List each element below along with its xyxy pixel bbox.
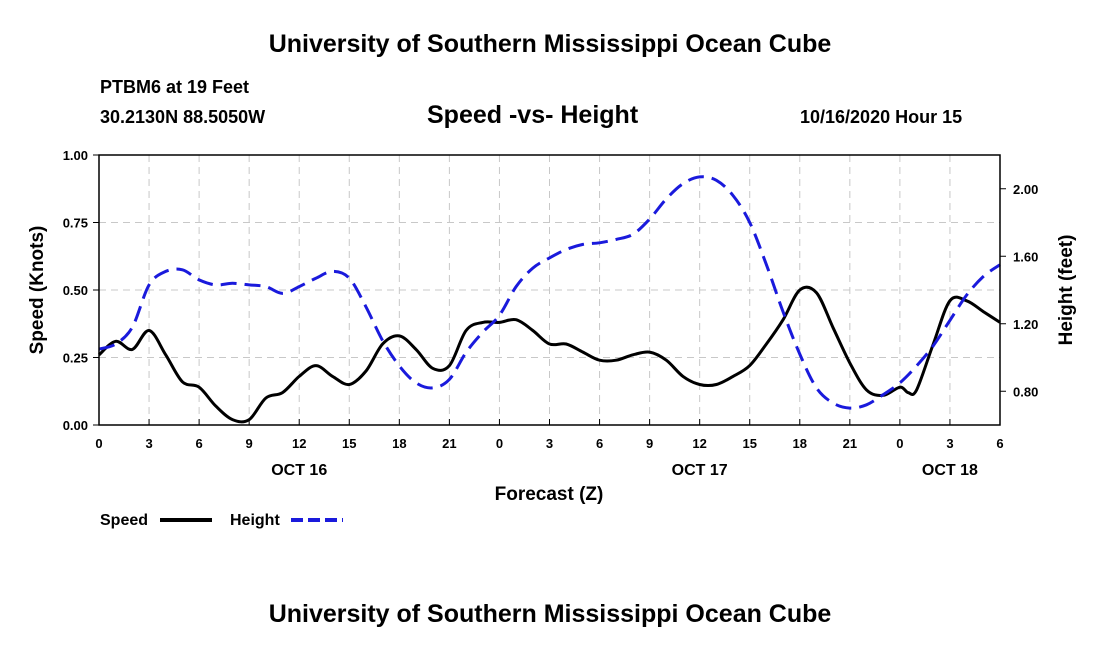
- station-label: PTBM6 at 19 Feet: [100, 77, 250, 97]
- grid: [99, 155, 1000, 425]
- x-tick-label: 6: [195, 436, 202, 451]
- x-tick-label: 0: [896, 436, 903, 451]
- x-tick-label: 12: [692, 436, 706, 451]
- x-tick-label: 9: [646, 436, 653, 451]
- page-title-bottom: University of Southern Mississippi Ocean…: [268, 600, 832, 628]
- x-tick-label: 3: [145, 436, 152, 451]
- x-tick-label: 0: [496, 436, 503, 451]
- y2-axis-title: Height (feet): [1056, 235, 1077, 346]
- x-tick-label: 18: [793, 436, 807, 451]
- y2-tick-label: 2.00: [1013, 182, 1038, 197]
- date-label: OCT 16: [271, 462, 327, 479]
- axis-ticks: 0 3 6 9 12 15 18 21 0 3 6 9 12 15 18 21 0 3 6 0.00 0.25 0.50 0…: [63, 148, 1039, 479]
- x-tick-label: 6: [596, 436, 603, 451]
- x-tick-label: 12: [292, 436, 306, 451]
- y-tick-label: 0.00: [63, 418, 88, 433]
- series-lines: [97, 175, 1001, 424]
- y-axis-title: Speed (Knots): [27, 226, 48, 355]
- series-line-speed: [97, 285, 1001, 424]
- y-tick-label: 0.50: [63, 283, 88, 298]
- legend-label-speed: Speed: [100, 512, 148, 529]
- y2-tick-label: 1.60: [1013, 249, 1038, 264]
- x-axis-title: Forecast (Z): [495, 484, 604, 505]
- x-tick-label: 3: [546, 436, 553, 451]
- y2-tick-label: 1.20: [1013, 317, 1038, 332]
- x-tick-label: 0: [95, 436, 102, 451]
- y2-tick-label: 0.80: [1013, 384, 1038, 399]
- y-tick-label: 1.00: [63, 148, 88, 163]
- legend: Speed Height: [100, 512, 343, 529]
- x-tick-label: 15: [742, 436, 756, 451]
- page-title-top: University of Southern Mississippi Ocean…: [268, 30, 832, 58]
- forecast-datetime: 10/16/2020 Hour 15: [800, 107, 963, 127]
- date-label: OCT 17: [672, 462, 728, 479]
- x-tick-label: 21: [843, 436, 857, 451]
- date-label: OCT 18: [922, 462, 978, 479]
- x-tick-label: 3: [946, 436, 953, 451]
- y-tick-label: 0.75: [63, 216, 88, 231]
- x-tick-label: 21: [442, 436, 456, 451]
- legend-label-height: Height: [230, 512, 280, 529]
- y-tick-label: 0.25: [63, 351, 88, 366]
- x-tick-label: 9: [246, 436, 253, 451]
- x-tick-label: 6: [996, 436, 1003, 451]
- x-tick-label: 15: [342, 436, 356, 451]
- chart-title: Speed -vs- Height: [427, 101, 639, 129]
- coordinates-label: 30.2130N 88.5050W: [100, 107, 266, 127]
- x-tick-label: 18: [392, 436, 406, 451]
- series-line-height: [98, 175, 1001, 410]
